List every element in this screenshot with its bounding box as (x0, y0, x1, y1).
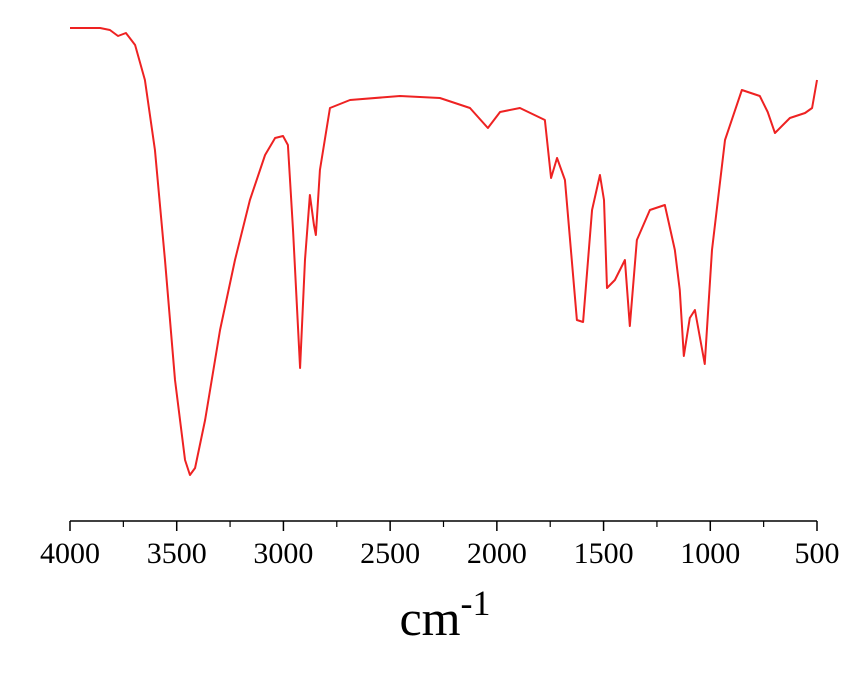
x-tick-label: 2000 (467, 537, 527, 570)
x-tick-label: 1000 (680, 537, 740, 570)
x-tick-label: 1500 (574, 537, 634, 570)
x-tick-label: 3500 (147, 537, 207, 570)
x-tick-label: 4000 (40, 537, 100, 570)
x-tick-label: 2500 (360, 537, 420, 570)
x-tick-label: 500 (795, 537, 840, 570)
x-axis-label: cm-1 (399, 583, 490, 646)
x-label-superscript: -1 (461, 583, 491, 623)
spectrum-line (70, 27, 818, 476)
x-tick-label: 3000 (253, 537, 313, 570)
x-label-base: cm (399, 590, 460, 646)
